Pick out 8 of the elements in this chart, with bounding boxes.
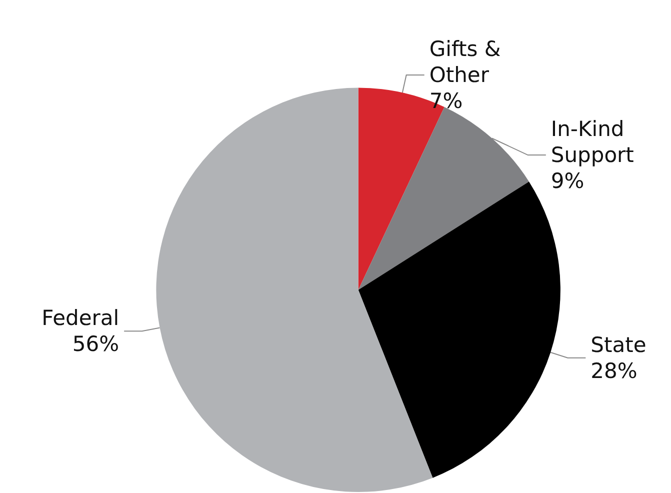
slice-label: In-Kind Support [550, 117, 634, 168]
slice-label: State [590, 332, 646, 357]
slice-label: Federal [42, 306, 120, 330]
data-label: 9% [550, 169, 584, 194]
data-label: 7% [429, 89, 463, 114]
data-label: 56% [72, 332, 120, 356]
slice-label: Gifts & Other [429, 37, 508, 88]
data-label: 28% [590, 358, 638, 383]
